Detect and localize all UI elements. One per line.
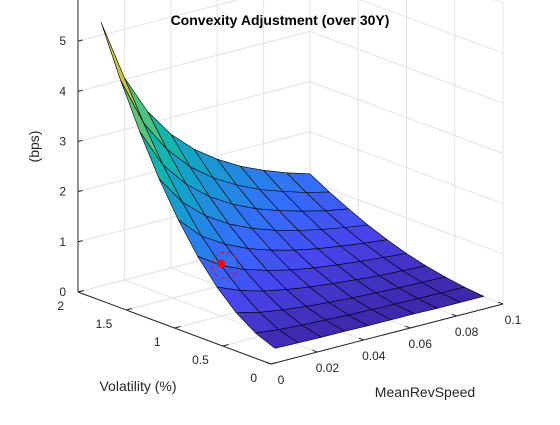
marker-group (211, 251, 239, 279)
z-axis-label: (bps) (26, 131, 42, 163)
z-tick-label: 2 (59, 185, 66, 199)
side-grid-line (309, 131, 504, 205)
x-tick-label: 0.04 (362, 349, 386, 363)
x-tick-mark (498, 301, 504, 305)
z-tick-mark (77, 139, 83, 142)
x-axis-line (270, 303, 504, 365)
x-tick-mark (312, 349, 318, 353)
y-tick-label: 1.5 (96, 317, 113, 331)
back-grid-line (77, 30, 311, 92)
surface-patches (100, 22, 485, 349)
x-tick-label: 0.06 (409, 337, 433, 351)
z-tick-label: 5 (59, 34, 66, 48)
x-tick-label: 0.02 (316, 361, 340, 375)
surface-patch (255, 329, 299, 349)
z-tick-label: 4 (59, 84, 66, 98)
marker-dot (216, 259, 225, 268)
x-tick-mark (358, 337, 364, 341)
y-tick-label: 2 (57, 299, 64, 313)
side-grid-line (309, 81, 504, 154)
y-tick-label: 0.5 (192, 353, 209, 367)
y-tick-mark (222, 344, 229, 347)
z-tick-mark (77, 240, 83, 243)
z-tick-label: 1 (59, 235, 66, 249)
x-tick-label: 0.1 (505, 313, 522, 327)
x-tick-mark (405, 325, 411, 329)
chart-title: Convexity Adjustment (over 30Y) (171, 12, 390, 28)
x-tick-label: 0.08 (455, 325, 479, 339)
back-grid-line (77, 81, 311, 142)
z-tick-mark (77, 290, 83, 293)
z-tick-label: 3 (59, 135, 66, 149)
y-tick-label: 0 (250, 371, 257, 385)
y-tick-mark (174, 326, 181, 329)
z-tick-mark (77, 39, 83, 42)
z-tick-mark (77, 189, 83, 193)
side-grid-line (309, 30, 504, 104)
x-tick-label: 0 (278, 373, 285, 387)
y-tick-mark (270, 362, 277, 365)
back-grid-line (77, 0, 240, 42)
y-axis-label: Volatility (%) (99, 378, 176, 394)
z-tick-mark (77, 89, 83, 92)
x-tick-mark (451, 313, 457, 317)
y-tick-mark (126, 308, 133, 311)
marker-circle (211, 251, 239, 279)
z-tick-label: 0 (59, 285, 66, 299)
side-grid-line (359, 0, 504, 54)
side-grid-line (309, 181, 504, 255)
x-tick-mark (266, 361, 272, 365)
y-tick-label: 1 (154, 335, 161, 349)
axis-box-edges (77, 0, 504, 365)
x-axis-label: MeanRevSpeed (375, 384, 475, 400)
tick-labels: 012345600.020.040.060.080.100.511.52 (57, 34, 522, 387)
